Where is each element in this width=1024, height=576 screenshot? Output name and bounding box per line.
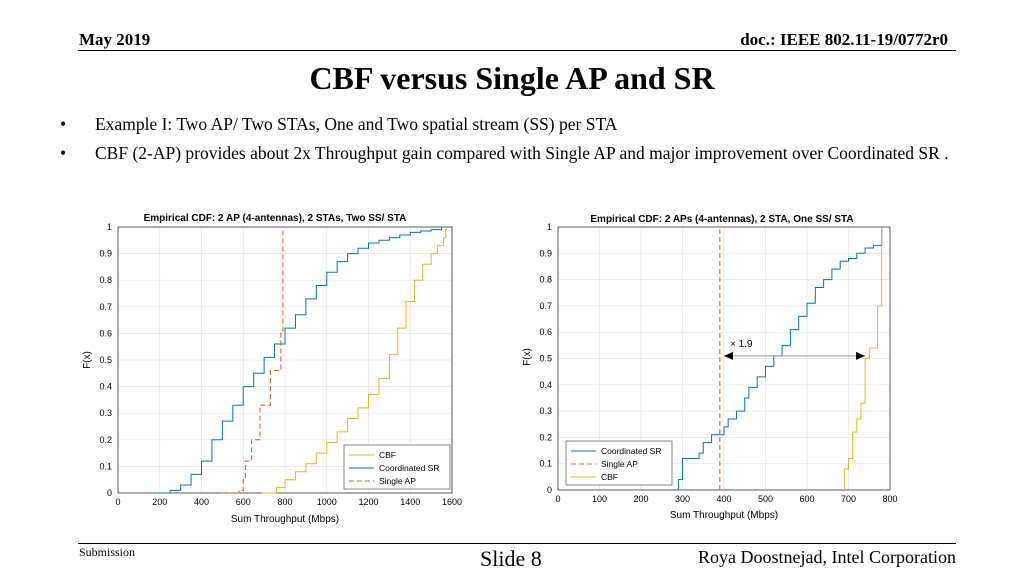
slide-title: CBF versus Single AP and SR (309, 60, 715, 96)
footer-submission: Submission (79, 545, 136, 559)
bullet-marker: • (60, 114, 67, 134)
y-tick-label: 0.5 (99, 355, 112, 365)
x-tick-label: 1600 (442, 497, 462, 507)
legend-label: Single AP (379, 476, 416, 486)
y-tick-label: 0.2 (99, 435, 112, 445)
x-tick-label: 400 (716, 494, 731, 504)
y-tick-label: 1 (547, 222, 552, 232)
x-tick-label: 400 (194, 497, 209, 507)
x-tick-label: 800 (277, 497, 292, 507)
series-line-coordinated-sr (155, 226, 446, 494)
y-axis-label: F(x) (522, 348, 533, 366)
plot-frame (557, 226, 891, 491)
gain-arrow-right-head (856, 351, 866, 360)
y-tick-label: 0.8 (99, 275, 112, 285)
gain-annotation: × 1.9 (730, 339, 753, 350)
plot-area: 0 100 200 300 400 500 600 700 800 0 0.1 0.2 0.3 0.4 0.… (539, 222, 897, 504)
legend-label: Coordinated SR (601, 446, 661, 456)
y-tick-label: 0.1 (539, 459, 552, 469)
x-tick-label: 800 (882, 494, 897, 504)
legend-label: Single AP (601, 459, 638, 469)
x-tick-label: 1000 (317, 497, 337, 507)
header-doc-id: doc.: IEEE 802.11-19/0772r0 (740, 30, 948, 49)
legend: Coordinated SR Single AP CBF (565, 440, 673, 486)
x-axis-label: Sum Throughput (Mbps) (231, 514, 339, 525)
y-tick-label: 0 (547, 485, 552, 495)
y-tick-label: 0.9 (99, 249, 112, 259)
y-tick-label: 0.5 (539, 354, 552, 364)
y-tick-label: 0.9 (539, 248, 552, 258)
x-tick-label: 200 (633, 494, 648, 504)
series-line-cbf (262, 227, 448, 494)
x-tick-label: 500 (758, 494, 773, 504)
y-tick-label: 0.4 (99, 382, 112, 392)
plot-frame (117, 226, 453, 494)
legend-label: CBF (379, 450, 396, 460)
y-axis-label: F(x) (82, 351, 93, 369)
x-tick-label: 100 (592, 494, 607, 504)
cdf-chart-two-ss: Empirical CDF: 2 AP (4-antennas), 2 STAs… (78, 205, 478, 530)
x-tick-label: 600 (236, 497, 251, 507)
y-tick-label: 0.3 (99, 408, 112, 418)
header-divider (78, 50, 956, 51)
x-tick-label: 300 (675, 494, 690, 504)
header-date: May 2019 (79, 30, 151, 49)
slide-number: Slide 8 (480, 546, 542, 571)
legend-label: CBF (601, 472, 618, 482)
bullet-item: • CBF (2-AP) provides about 2x Throughpu… (60, 141, 960, 165)
x-tick-label: 700 (841, 494, 856, 504)
y-tick-label: 0.6 (539, 327, 552, 337)
x-axis-label: Sum Throughput (Mbps) (670, 510, 778, 521)
footer-author: Roya Doostnejad, Intel Corporation (698, 547, 956, 567)
y-tick-label: 0.4 (539, 380, 552, 390)
legend-label: Coordinated SR (379, 463, 439, 473)
x-tick-label: 1400 (400, 497, 420, 507)
bullet-text: Example I: Two AP/ Two STAs, One and Two… (95, 114, 618, 134)
y-tick-label: 0.8 (539, 275, 552, 285)
x-tick-label: 0 (115, 497, 120, 507)
x-tick-label: 200 (152, 497, 167, 507)
bullet-list: • Example I: Two AP/ Two STAs, One and T… (60, 112, 960, 170)
legend: CBF Coordinated SR Single AP (343, 444, 451, 490)
y-tick-label: 0.7 (539, 301, 552, 311)
y-tick-label: 0 (107, 488, 112, 498)
y-tick-label: 0.6 (99, 328, 112, 338)
plot-area: 0 200 400 600 800 1000 1200 1400 1600 0 0.1 0.2 0.3 0… (99, 222, 462, 507)
cdf-chart-one-ss: Empirical CDF: 2 APs (4-antennas), 2 STA… (518, 205, 903, 530)
series-line-cbf (843, 227, 883, 490)
bullet-marker: • (60, 143, 67, 163)
y-tick-label: 0.1 (99, 461, 112, 471)
x-tick-label: 600 (799, 494, 814, 504)
chart-title: Empirical CDF: 2 AP (4-antennas), 2 STAs… (144, 213, 407, 224)
y-tick-label: 0.7 (99, 302, 112, 312)
chart-title: Empirical CDF: 2 APs (4-antennas), 2 STA… (590, 214, 853, 225)
x-tick-label: 1200 (358, 497, 378, 507)
y-tick-label: 0.3 (539, 406, 552, 416)
y-tick-label: 0.2 (539, 432, 552, 442)
y-tick-label: 1 (107, 222, 112, 232)
gain-arrow-left-head (724, 351, 733, 360)
series-line-single-ap (220, 227, 284, 494)
bullet-item: • Example I: Two AP/ Two STAs, One and T… (60, 112, 960, 136)
bullet-text: CBF (2-AP) provides about 2x Throughput … (95, 143, 949, 163)
footer-divider (78, 543, 956, 544)
x-tick-label: 0 (555, 494, 560, 504)
